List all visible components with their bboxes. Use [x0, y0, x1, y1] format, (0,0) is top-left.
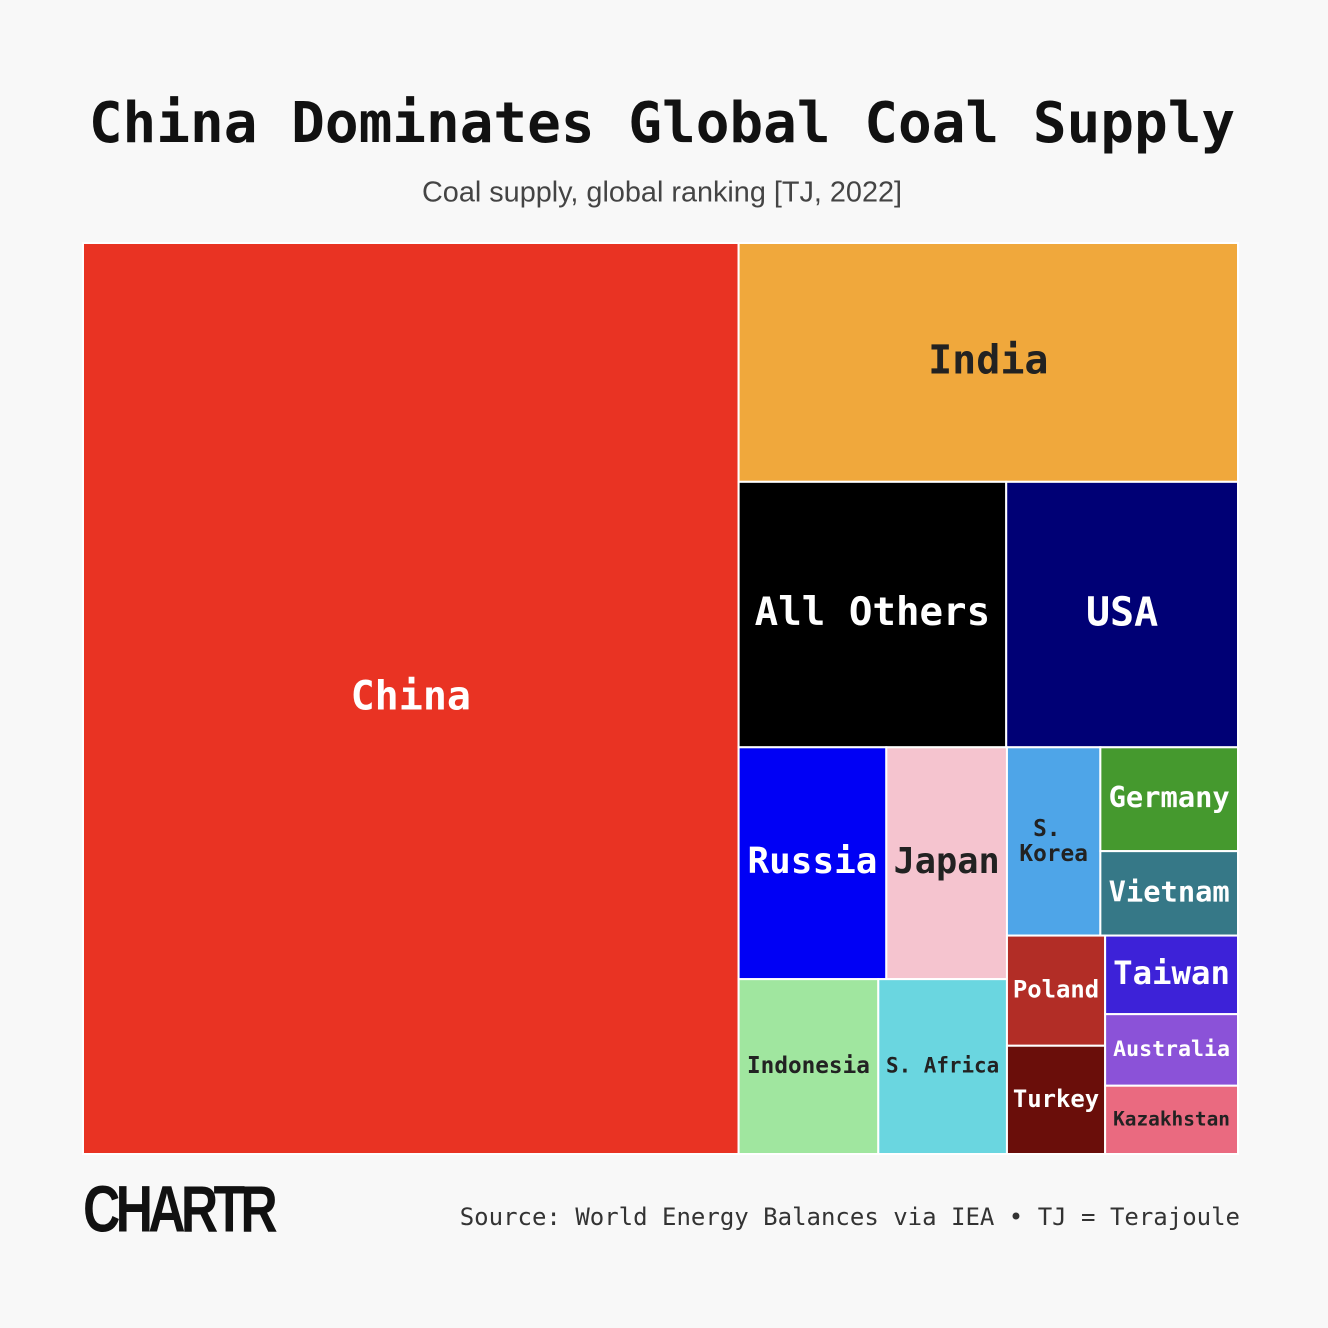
cell-label: All Others: [755, 590, 990, 635]
logo: CHARTR: [83, 1171, 277, 1245]
chart-title: China Dominates Global Coal Supply: [89, 91, 1235, 156]
cell-label: Indonesia: [747, 1053, 870, 1079]
treemap: China India All Others USA Russia Japan Indone…: [82, 242, 1240, 1156]
cell-label: China: [351, 674, 471, 720]
cell-label: S. Korea: [1019, 815, 1087, 866]
cell-label: S. Africa: [886, 1054, 999, 1078]
treemap-cell: [1005, 1044, 1107, 1156]
cell-label: USA: [1086, 590, 1158, 636]
cell-label: Japan: [894, 841, 1000, 882]
cell-label: Turkey: [1013, 1085, 1099, 1113]
source-note: Source: World Energy Balances via IEA • …: [460, 1203, 1240, 1231]
cell-label: Germany: [1109, 780, 1230, 814]
treemap-cell: [885, 746, 1008, 981]
cell-label: Poland: [1013, 976, 1099, 1004]
cell-label: Australia: [1113, 1037, 1230, 1062]
treemap-cell: [1099, 850, 1239, 937]
cell-label: Taiwan: [1113, 954, 1230, 992]
cell-label: Kazakhstan: [1113, 1107, 1230, 1130]
treemap-cell: [737, 746, 888, 981]
cell-label: Vietnam: [1109, 874, 1230, 908]
treemap-cell: [1104, 934, 1239, 1016]
treemap-cell: [82, 242, 740, 1155]
treemap-cell: [877, 978, 1008, 1155]
treemap-cell: [737, 978, 880, 1155]
treemap-cell: [1005, 480, 1239, 749]
cell-label: Russia: [747, 841, 877, 882]
treemap-cell: [1005, 934, 1107, 1047]
treemap-cell: [1099, 746, 1239, 853]
treemap-cell: [1104, 1084, 1239, 1156]
treemap-cell: [737, 480, 1008, 749]
treemap-cell: [737, 242, 1240, 483]
treemap-cell: [1104, 1013, 1239, 1087]
chart-subtitle: Coal supply, global ranking [TJ, 2022]: [422, 177, 902, 209]
cell-label: India: [928, 337, 1048, 383]
